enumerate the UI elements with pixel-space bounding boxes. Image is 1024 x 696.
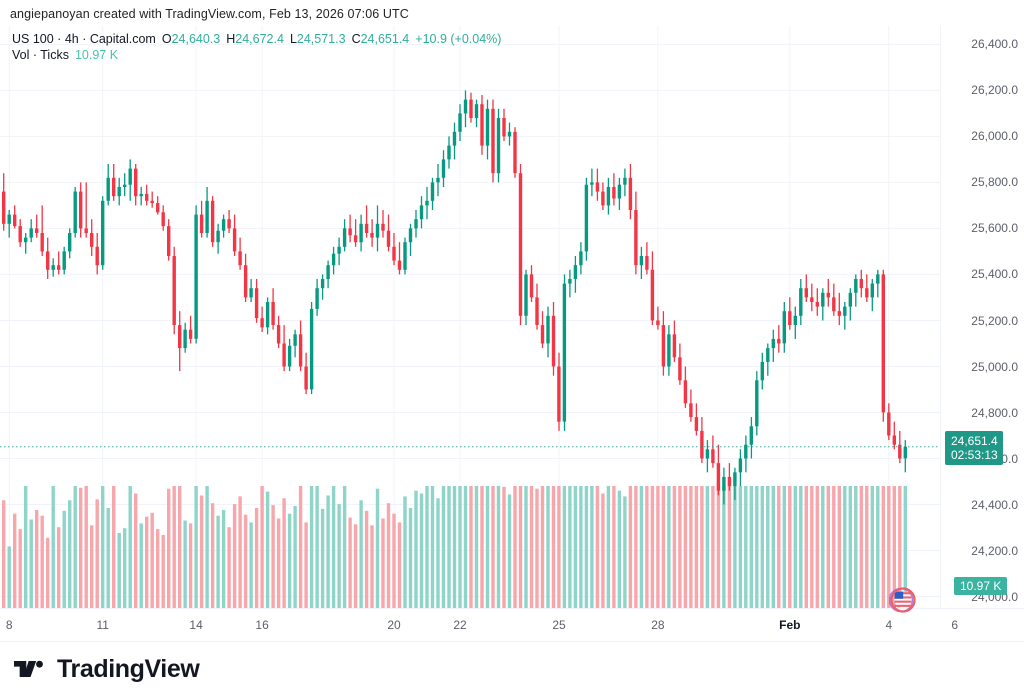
time-axis-label: 16 <box>255 618 269 632</box>
volume-series <box>2 486 907 608</box>
price-axis-label: 24,400.0 <box>971 497 1018 512</box>
price-axis-label: 24,200.0 <box>971 543 1018 558</box>
price-axis-label: 24,800.0 <box>971 405 1018 420</box>
time-axis-label: 20 <box>387 618 401 632</box>
tradingview-logo-icon <box>14 660 43 678</box>
price-axis[interactable]: 26,400.0 26,200.0 26,000.0 25,800.0 25,600.0… <box>940 26 1024 608</box>
legend-volume-row: Vol · Ticks 10.97 K <box>12 47 501 63</box>
legend-low-value: 24,571.3 <box>296 32 346 46</box>
current-price-badge[interactable]: 24,651.4 02:53:13 <box>945 430 1003 465</box>
time-axis[interactable]: 811141620222528Feb46101215 <box>0 608 1024 643</box>
legend-close-label: C <box>351 32 361 46</box>
tradingview-wordmark: TradingView <box>57 654 200 683</box>
price-axis-label: 26,200.0 <box>971 83 1018 98</box>
legend-sep-1: · <box>53 32 65 46</box>
candlestick-series <box>2 90 907 505</box>
price-axis-label: 25,800.0 <box>971 175 1018 190</box>
time-axis-label: 28 <box>651 618 665 632</box>
legend-open-value: 24,640.3 <box>171 32 221 46</box>
attribution-text: angiepanoyan created with TradingView.co… <box>10 7 409 21</box>
legend-low-label: L <box>289 32 297 46</box>
chart-plot-area[interactable] <box>0 26 940 608</box>
legend-close-value: 24,651.4 <box>360 32 410 46</box>
legend-change-value: +10.9 (+0.04%) <box>415 32 502 46</box>
time-axis-label: 25 <box>552 618 566 632</box>
chart-canvas[interactable] <box>0 26 940 608</box>
time-axis-label: 6 <box>951 618 959 632</box>
current-price-value: 24,651.4 <box>951 433 998 448</box>
price-axis-label: 25,400.0 <box>971 267 1018 282</box>
time-axis-label: 22 <box>453 618 467 632</box>
time-axis-label: Feb <box>779 618 801 632</box>
legend-open-label: O <box>161 32 172 46</box>
price-axis-label: 25,000.0 <box>971 359 1018 374</box>
legend-ohlc-row: US 100 · 4h · Capital.com O24,640.3 H24,67… <box>12 31 501 47</box>
us-flag-circle-icon <box>889 587 916 613</box>
time-axis-label: 4 <box>885 618 893 632</box>
price-axis-label: 25,600.0 <box>971 221 1018 236</box>
tradingview-brand[interactable]: TradingView <box>14 654 200 684</box>
legend-sep-2: · <box>78 32 90 46</box>
legend-volume-value: 10.97 K <box>74 48 119 62</box>
legend-symbol[interactable]: US 100 <box>12 32 54 46</box>
footer-divider <box>0 641 1024 642</box>
bar-countdown: 02:53:13 <box>951 447 998 462</box>
time-axis-label: 8 <box>5 618 13 632</box>
time-axis-label: 14 <box>189 618 203 632</box>
footer: TradingView <box>0 642 1024 696</box>
legend-high-value: 24,672.4 <box>235 32 284 46</box>
legend-high-label: H <box>226 32 236 46</box>
chart-legend: US 100 · 4h · Capital.com O24,640.3 H24,67… <box>12 31 501 63</box>
price-axis-label: 26,000.0 <box>971 129 1018 144</box>
legend-exchange: Capital.com <box>89 32 156 46</box>
time-axis-label: 11 <box>96 618 109 632</box>
price-axis-label: 25,200.0 <box>971 313 1018 328</box>
volume-value-badge[interactable]: 10.97 K <box>954 577 1008 595</box>
price-axis-label: 26,400.0 <box>971 37 1018 52</box>
legend-volume-title: Vol · Ticks <box>12 48 69 62</box>
legend-interval[interactable]: 4h <box>64 32 79 46</box>
